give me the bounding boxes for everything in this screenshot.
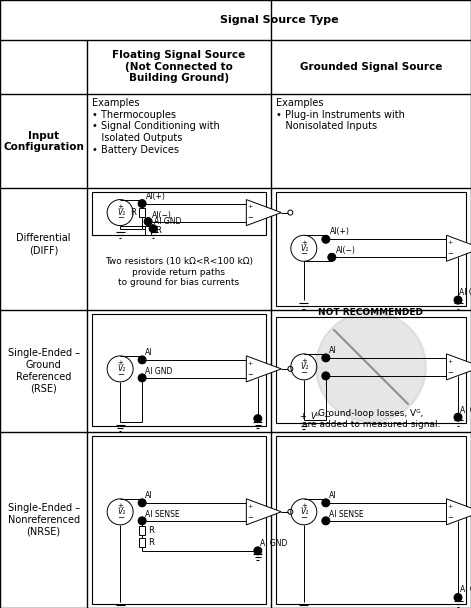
Text: +: +: [447, 240, 453, 245]
Text: AI(−): AI(−): [336, 246, 356, 255]
Text: Input
Configuration: Input Configuration: [3, 131, 84, 152]
Text: Two resistors (10 kΩ<R<100 kΩ)
provide return paths
to ground for bias currents: Two resistors (10 kΩ<R<100 kΩ) provide r…: [105, 257, 253, 288]
Text: +: +: [247, 361, 252, 365]
Circle shape: [144, 218, 152, 226]
Circle shape: [254, 415, 262, 423]
Text: +: +: [447, 359, 453, 364]
Circle shape: [138, 517, 146, 525]
Circle shape: [322, 517, 330, 525]
Circle shape: [322, 354, 330, 362]
Text: +: +: [300, 412, 306, 421]
Text: AI SENSE: AI SENSE: [145, 510, 180, 519]
Text: +: +: [117, 361, 123, 367]
Text: Ground-loop losses, Vᴳ,
are added to measured signal.: Ground-loop losses, Vᴳ, are added to mea…: [301, 409, 440, 429]
Text: −: −: [300, 249, 307, 258]
Text: AI(+): AI(+): [146, 192, 166, 201]
Text: AI: AI: [329, 346, 336, 355]
Polygon shape: [447, 499, 471, 525]
Text: Floating Signal Source
(Not Connected to
Building Ground): Floating Signal Source (Not Connected to…: [113, 50, 245, 83]
Text: V₁: V₁: [117, 507, 125, 516]
Circle shape: [454, 413, 462, 421]
Text: −: −: [247, 215, 253, 221]
Text: V₁: V₁: [300, 507, 309, 516]
Text: −: −: [117, 513, 123, 522]
Text: Single-Ended –
Nonreferenced
(NRSE): Single-Ended – Nonreferenced (NRSE): [8, 503, 80, 536]
Text: NOT RECOMMENDED: NOT RECOMMENDED: [318, 308, 423, 317]
Circle shape: [454, 593, 462, 601]
Circle shape: [316, 312, 426, 422]
Text: +: +: [447, 503, 453, 509]
Text: Vᴳ: Vᴳ: [310, 412, 320, 421]
Text: −: −: [447, 251, 453, 257]
Polygon shape: [447, 235, 471, 261]
Text: AI: AI: [329, 491, 336, 500]
Circle shape: [138, 374, 146, 382]
Text: −: −: [447, 370, 453, 376]
Text: +: +: [301, 240, 307, 246]
Text: +: +: [301, 359, 307, 364]
Text: R: R: [148, 527, 154, 535]
Circle shape: [322, 372, 330, 380]
Polygon shape: [246, 499, 281, 525]
Bar: [145, 226, 151, 235]
Text: Differential
(DIFF): Differential (DIFF): [16, 233, 71, 255]
Text: V₁: V₁: [117, 208, 125, 217]
Bar: [139, 208, 145, 217]
Text: −: −: [247, 514, 253, 520]
Text: −: −: [323, 412, 330, 421]
Text: R: R: [154, 226, 161, 235]
Text: −: −: [247, 371, 253, 378]
Text: Examples
• Plug-in Instruments with
   Nonisolated Inputs: Examples • Plug-in Instruments with Noni…: [276, 98, 405, 131]
Circle shape: [149, 225, 157, 233]
Circle shape: [322, 499, 330, 507]
Text: Single-Ended –
Ground
Referenced
(RSE): Single-Ended – Ground Referenced (RSE): [8, 348, 80, 393]
Text: Examples
• Thermocouples
• Signal Conditioning with
   Isolated Outputs
• Batter: Examples • Thermocouples • Signal Condit…: [92, 98, 220, 154]
Polygon shape: [246, 356, 281, 382]
Text: V₁: V₁: [117, 364, 125, 373]
Text: −: −: [300, 368, 307, 377]
Text: +: +: [247, 204, 252, 209]
Polygon shape: [246, 199, 281, 226]
Text: AI GND: AI GND: [154, 216, 181, 226]
Circle shape: [138, 356, 146, 364]
Text: AI GND: AI GND: [460, 586, 471, 595]
Circle shape: [254, 547, 262, 555]
Circle shape: [322, 235, 330, 243]
Text: V₁: V₁: [300, 244, 309, 253]
Text: AI GND: AI GND: [260, 539, 287, 548]
Text: R: R: [148, 538, 154, 547]
Text: AI: AI: [145, 348, 153, 357]
Text: Grounded Signal Source: Grounded Signal Source: [300, 62, 442, 72]
Circle shape: [138, 199, 146, 207]
Text: −: −: [300, 513, 307, 522]
Text: −: −: [447, 514, 453, 520]
Text: AI(−): AI(−): [152, 210, 172, 219]
Text: +: +: [247, 503, 252, 509]
Bar: [139, 527, 145, 535]
Polygon shape: [447, 354, 471, 380]
Text: +: +: [301, 503, 307, 510]
Text: AI GND: AI GND: [460, 406, 471, 415]
Text: −: −: [117, 213, 123, 223]
Bar: [139, 538, 145, 547]
Text: AI GND: AI GND: [145, 367, 172, 376]
Circle shape: [328, 254, 336, 261]
Text: Signal Source Type: Signal Source Type: [220, 15, 338, 25]
Circle shape: [138, 499, 146, 507]
Text: AI(+): AI(+): [330, 227, 349, 237]
Text: V₁: V₁: [300, 362, 309, 371]
Circle shape: [454, 296, 462, 304]
Text: −: −: [117, 370, 123, 379]
Text: R: R: [130, 207, 136, 216]
Text: AI: AI: [145, 491, 153, 500]
Text: AI SENSE: AI SENSE: [329, 510, 364, 519]
Text: AI GND: AI GND: [459, 288, 471, 297]
Text: +: +: [117, 503, 123, 510]
Text: +: +: [117, 204, 123, 210]
